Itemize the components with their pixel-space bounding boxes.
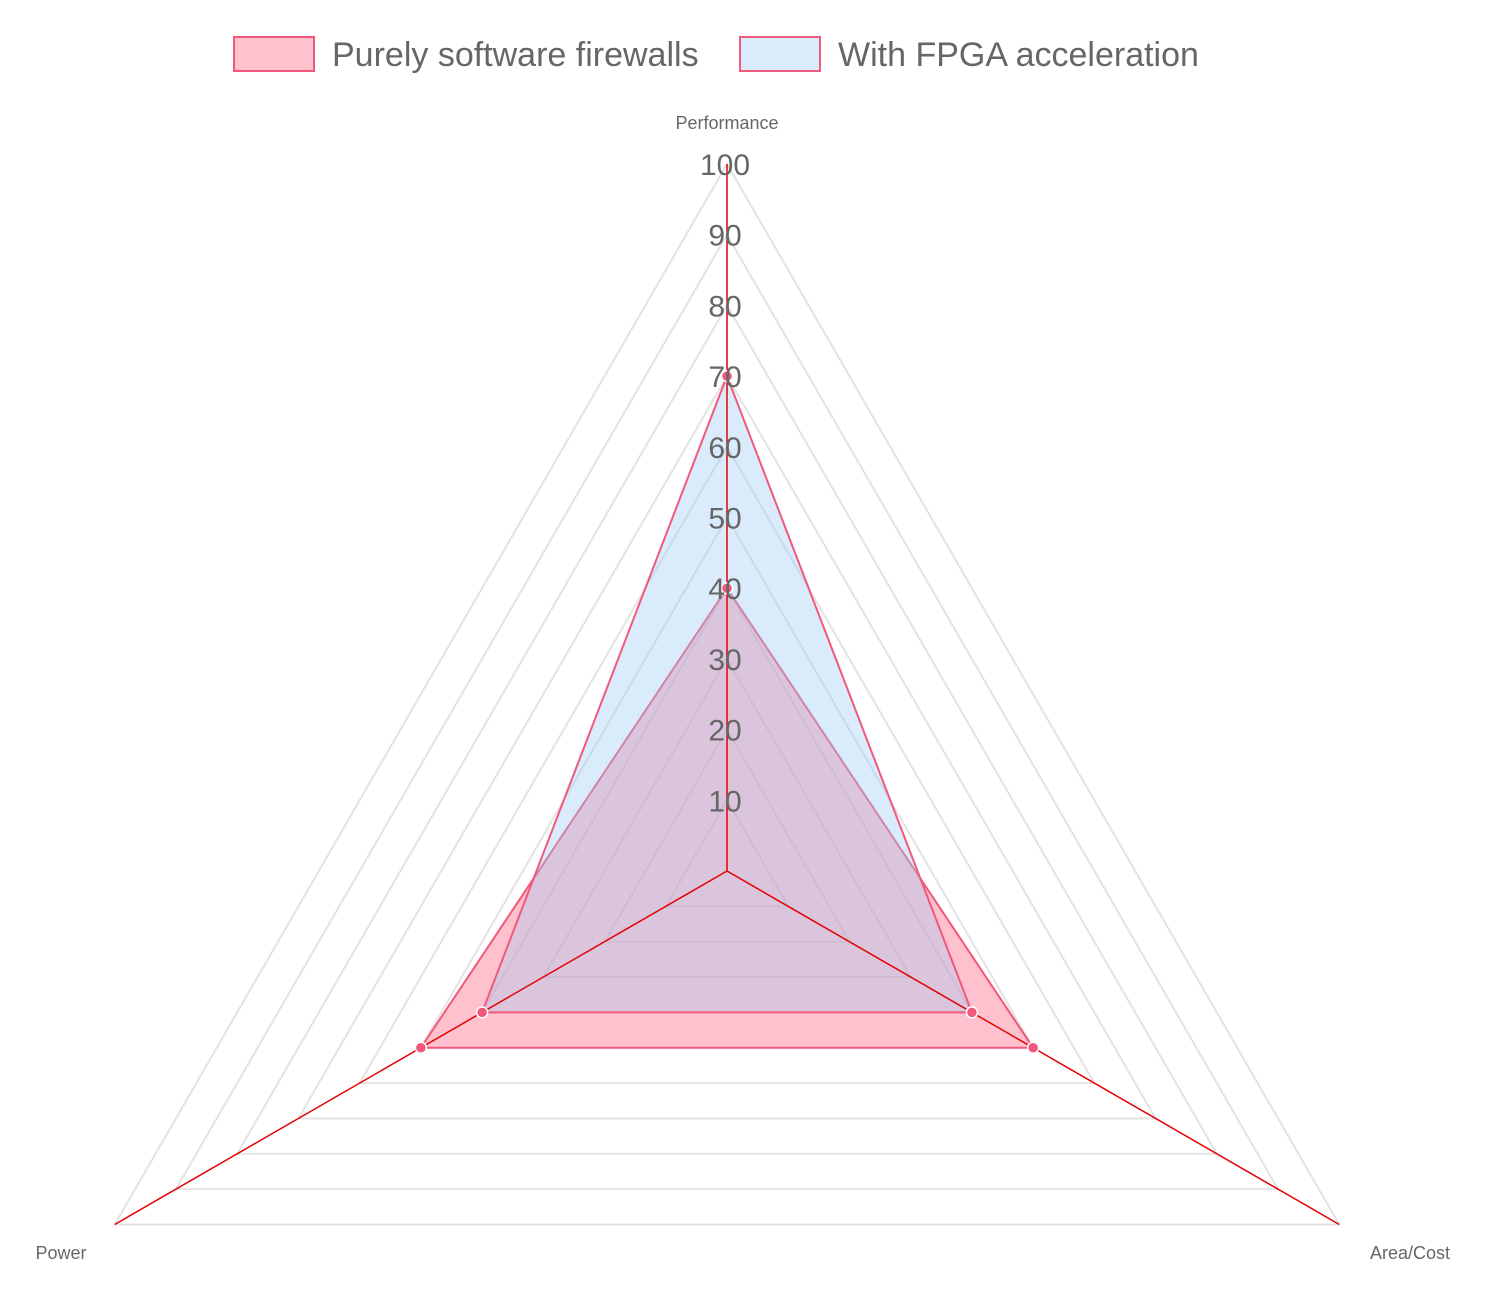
grid-ring-60 — [357, 444, 1097, 1085]
data-point-s0-1 — [1026, 1041, 1040, 1054]
axis-label-1: Area/Cost — [1370, 1243, 1450, 1263]
tick-label-70: 70 — [708, 361, 741, 394]
tick-label-10: 10 — [708, 785, 741, 818]
tick-label-90: 90 — [708, 220, 741, 253]
legend-swatch-software — [233, 36, 315, 72]
grid-ring-10 — [664, 798, 790, 908]
legend-label-software: Purely software firewalls — [332, 36, 699, 74]
data-point-s1-1 — [965, 1006, 979, 1019]
radar-axis-labels: Performance Area/Cost Power — [35, 113, 1450, 1263]
grid-ring-20 — [602, 727, 852, 943]
data-point-s0-2 — [414, 1041, 428, 1054]
data-point-s1-0 — [720, 369, 734, 383]
legend-swatch-fpga — [739, 36, 821, 72]
radar-points — [414, 369, 1040, 1054]
axis-label-2: Power — [35, 1243, 86, 1263]
legend-item-fpga[interactable]: With FPGA acceleration — [739, 36, 1199, 74]
grid-ring-90 — [174, 232, 1280, 1191]
data-point-s0-0 — [720, 581, 734, 595]
grid-ring-80 — [235, 303, 1219, 1155]
legend-item-software[interactable]: Purely software firewalls — [233, 36, 699, 74]
tick-label-50: 50 — [708, 503, 741, 536]
grid-ring-30 — [541, 656, 913, 979]
tick-label-40: 40 — [708, 573, 741, 606]
tick-label-100: 100 — [700, 149, 750, 182]
legend-label-fpga: With FPGA acceleration — [838, 36, 1199, 74]
grid-ring-100 — [112, 161, 1342, 1226]
tick-label-20: 20 — [708, 715, 741, 748]
data-point-s1-2 — [475, 1006, 489, 1019]
radar-tick-labels: 10 20 30 40 50 60 70 80 90 100 — [700, 149, 750, 818]
legend: Purely software firewalls With FPGA acce… — [233, 36, 1199, 74]
grid-ring-70 — [296, 374, 1158, 1120]
tick-label-80: 80 — [708, 290, 741, 323]
tick-label-30: 30 — [708, 644, 741, 677]
axis-label-0: Performance — [675, 113, 778, 133]
tick-label-60: 60 — [708, 432, 741, 465]
